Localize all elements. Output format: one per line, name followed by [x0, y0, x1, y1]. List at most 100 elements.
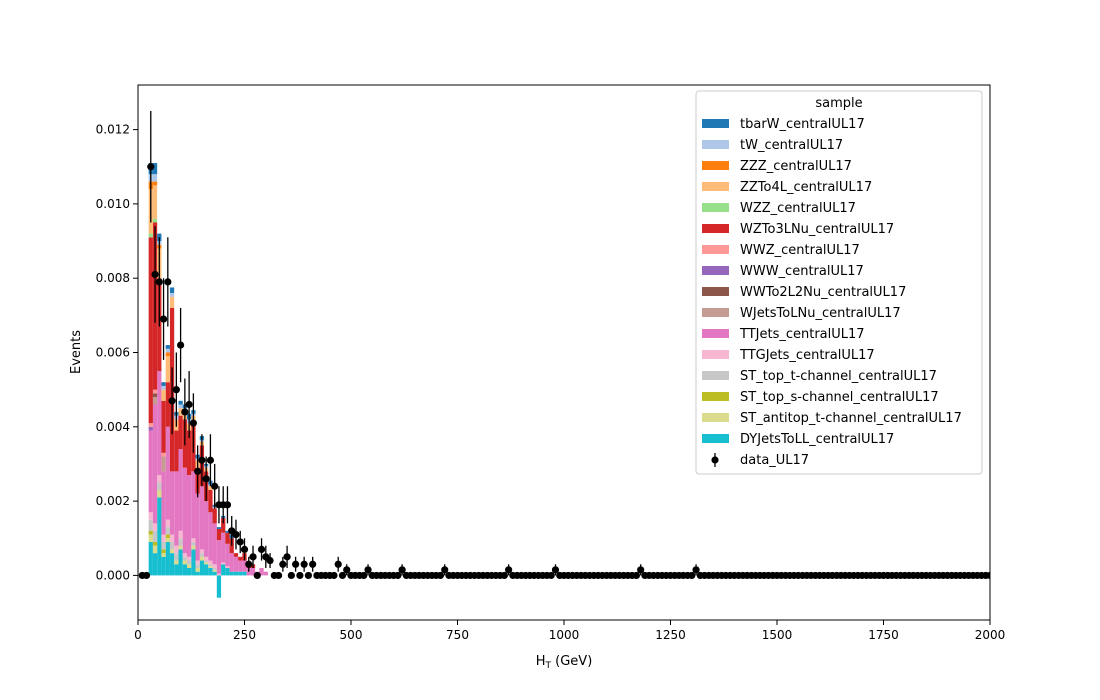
histogram-bar-segment — [195, 560, 200, 565]
histogram-bar-segment — [161, 541, 166, 550]
histogram-bar-segment — [221, 532, 226, 563]
data-point — [551, 566, 560, 574]
data-point — [211, 482, 219, 490]
data-point — [441, 566, 449, 574]
legend-swatch — [702, 371, 729, 380]
histogram-bar-segment — [216, 573, 222, 576]
histogram-bar-segment — [165, 352, 170, 357]
data-point — [147, 163, 155, 171]
histogram-bar-segment — [186, 430, 192, 476]
histogram-bar-segment — [152, 163, 158, 175]
histogram-bar-segment — [165, 519, 170, 528]
histogram-bar-segment — [165, 538, 170, 542]
legend-label: ZZZ_centralUL17 — [740, 159, 852, 174]
histogram-bar-segment — [238, 571, 243, 576]
y-axis-label: Events — [69, 330, 84, 374]
legend-label: WZTo3LNu_centralUL17 — [740, 222, 894, 237]
histogram-bar-segment — [152, 553, 158, 576]
histogram-bar-segment — [238, 556, 243, 561]
data-point — [266, 556, 274, 565]
histogram-bar-segment — [208, 512, 213, 561]
data-point — [232, 530, 240, 539]
histogram-bar-segment — [186, 560, 192, 565]
legend-swatch — [702, 287, 729, 296]
histogram-bar-segment — [157, 482, 162, 490]
legend-swatch — [702, 350, 729, 359]
data-point — [257, 545, 266, 554]
legend-swatch — [702, 308, 729, 317]
data-point — [360, 571, 368, 580]
legend-swatch — [702, 224, 729, 233]
histogram-bar-segment — [216, 540, 222, 574]
legend-swatch — [702, 182, 729, 191]
legend-data-marker — [711, 456, 719, 464]
histogram-bar-segment — [199, 560, 205, 576]
histogram-bar-segment — [178, 530, 183, 539]
histogram-bar-segment — [212, 523, 217, 565]
data-point — [177, 341, 185, 349]
legend-label: DYJetsToLL_centralUL17 — [740, 432, 894, 447]
data-point — [547, 571, 555, 580]
data-point — [500, 571, 508, 580]
histogram-bar-segment — [148, 430, 153, 513]
legend-label: ST_top_t-channel_centralUL17 — [740, 369, 937, 384]
legend-label: TTJets_centralUL17 — [739, 327, 865, 342]
histogram-bar-segment — [161, 553, 166, 557]
x-tick-label: 750 — [446, 628, 469, 642]
histogram-bar-segment — [174, 545, 179, 554]
legend-swatch — [702, 245, 729, 254]
legend-swatch — [702, 329, 729, 338]
data-point — [283, 553, 291, 561]
histogram-bar-segment — [165, 382, 170, 427]
histogram-bar-segment — [216, 527, 222, 529]
histogram-bar-segment — [148, 530, 153, 535]
histogram-bar-segment — [208, 489, 213, 513]
histogram-bar-segment — [157, 497, 162, 576]
histogram-bar-segment — [233, 556, 239, 572]
legend-title: sample — [815, 96, 862, 111]
x-axis-label-sub: T — [545, 661, 552, 671]
legend-label: ZZTo4L_centralUL17 — [740, 180, 872, 195]
histogram-bar-segment — [169, 549, 175, 554]
data-point — [637, 566, 645, 574]
histogram-bar-segment — [225, 532, 230, 544]
x-tick-label: 2000 — [975, 628, 1006, 642]
data-point — [253, 571, 261, 580]
data-point — [692, 566, 700, 574]
x-axis-label: HT (GeV) — [536, 654, 593, 671]
histogram-bar-segment — [178, 545, 183, 550]
histogram-bar-segment — [165, 426, 170, 520]
data-point — [436, 571, 445, 580]
data-point — [688, 571, 696, 580]
data-point — [223, 501, 232, 509]
histogram-bar-segment — [221, 564, 226, 576]
histogram-bar-segment — [182, 553, 187, 557]
histogram-bar-segment — [186, 475, 192, 557]
data-point — [287, 571, 295, 580]
histogram-bar-segment — [178, 400, 183, 405]
histogram-bar-segment — [169, 287, 175, 294]
histogram-bar-segment — [178, 538, 183, 546]
legend-label: ST_top_s-channel_centralUL17 — [740, 390, 939, 405]
x-tick-label: 250 — [233, 628, 256, 642]
data-point — [159, 315, 168, 323]
data-point — [155, 278, 163, 286]
histogram-bar-segment — [165, 345, 170, 349]
data-point — [292, 560, 300, 568]
histogram-bar-segment — [152, 545, 158, 554]
histogram-bar-segment — [161, 456, 166, 472]
y-tick-label: 0.000 — [96, 568, 130, 582]
histogram-bar-segment — [204, 501, 209, 557]
legend-label: data_UL17 — [740, 453, 809, 468]
histogram-bar-segment — [182, 564, 187, 576]
x-tick-label: 1750 — [868, 628, 899, 642]
legend-label: WWW_centralUL17 — [740, 264, 864, 279]
legend-label: tW_centralUL17 — [740, 138, 843, 153]
data-point — [330, 571, 338, 580]
histogram-bar-segment — [169, 553, 175, 576]
x-tick-label: 1000 — [549, 628, 580, 642]
data-point — [296, 571, 304, 580]
data-point — [185, 400, 193, 409]
histogram-bar-segment — [212, 564, 217, 568]
